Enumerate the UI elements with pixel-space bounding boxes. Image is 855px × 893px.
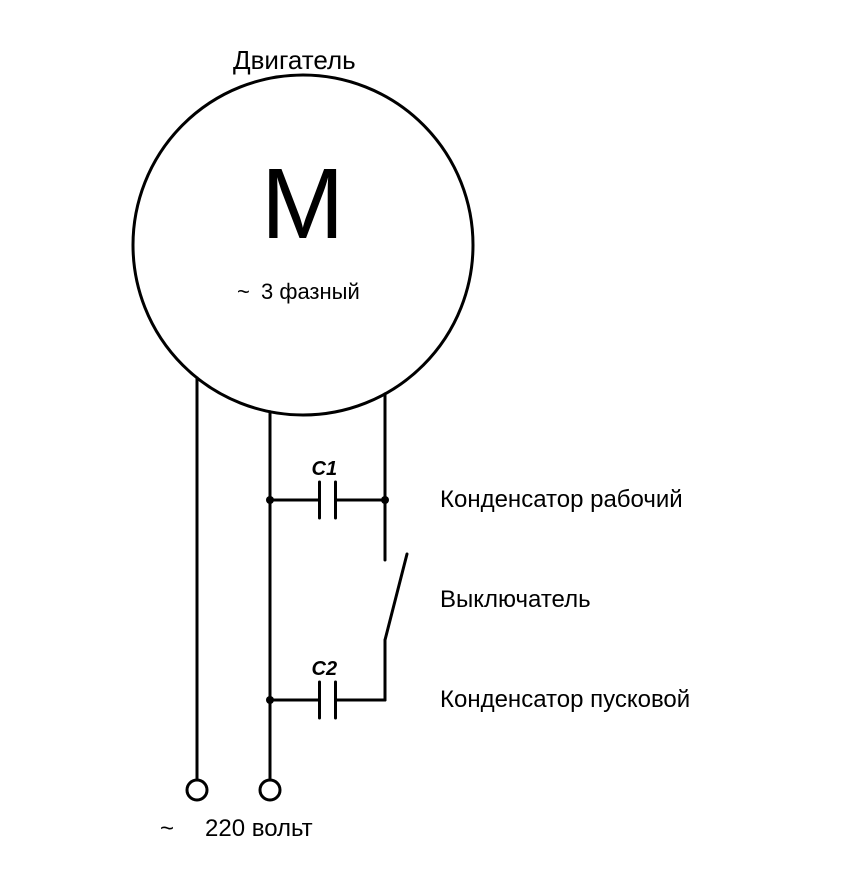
phase-label: 3 фазный bbox=[261, 279, 360, 305]
c2-label: C2 bbox=[312, 658, 338, 681]
schematic-svg bbox=[0, 0, 855, 893]
supply-tilde: ~ bbox=[160, 815, 174, 843]
phase-tilde: ~ bbox=[237, 279, 250, 305]
switch-label: Выключатель bbox=[440, 586, 591, 614]
cap1-label: Конденсатор рабочий bbox=[440, 486, 683, 514]
title-label: Двигатель bbox=[233, 45, 356, 76]
cap2-label: Конденсатор пусковой bbox=[440, 686, 690, 714]
motor-symbol: M bbox=[261, 147, 344, 262]
c1-label: C1 bbox=[312, 458, 338, 481]
supply-label: 220 вольт bbox=[205, 815, 313, 843]
